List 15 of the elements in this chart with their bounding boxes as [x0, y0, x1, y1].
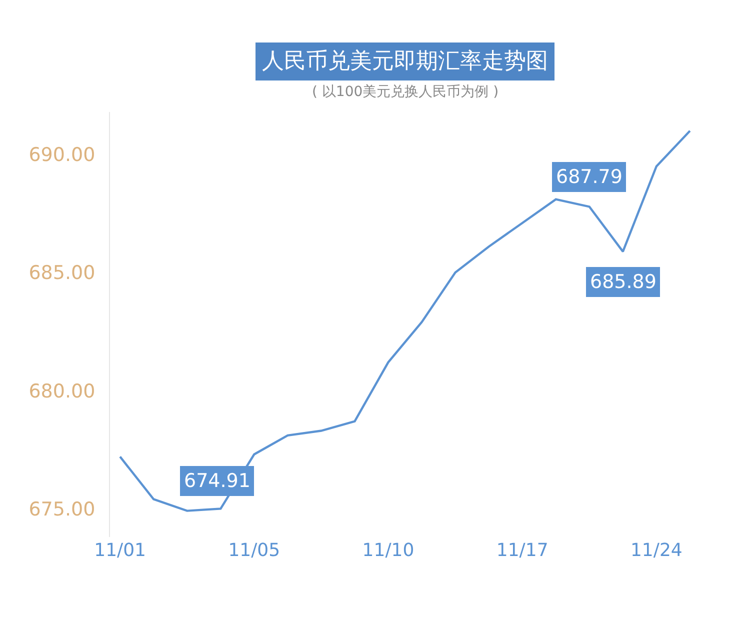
x-tick-label: 11/05 [228, 540, 280, 561]
x-tick-label: 11/01 [94, 540, 146, 561]
x-tick-label: 11/10 [362, 540, 414, 561]
x-tick-label: 11/24 [630, 540, 682, 561]
data-label: 685.89 [590, 271, 656, 293]
chart-subtitle: ( 以100美元兑换人民币为例 ) [312, 84, 499, 100]
y-tick-label: 685.00 [28, 262, 96, 284]
data-label: 674.91 [184, 470, 250, 492]
y-tick-label: 690.00 [28, 144, 96, 166]
data-label: 687.79 [556, 166, 622, 188]
x-tick-label: 11/17 [496, 540, 548, 561]
y-tick-label: 680.00 [28, 380, 96, 402]
y-tick-label: 675.00 [28, 498, 96, 520]
line-series [118, 130, 692, 512]
chart-title: 人民币兑美元即期汇率走势图 [262, 49, 548, 74]
